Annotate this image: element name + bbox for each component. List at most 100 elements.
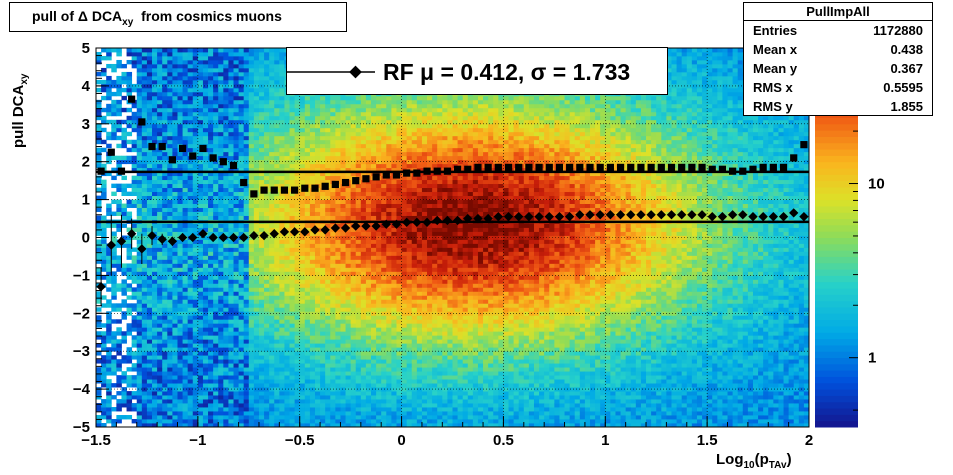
x-axis-label-sub2: TAv <box>768 460 787 471</box>
x-axis-label: Log10(pTAv) <box>716 451 792 471</box>
rms-point <box>667 163 676 171</box>
rms-point <box>240 178 248 187</box>
rms-point <box>464 165 472 173</box>
colorbar-step <box>815 155 858 163</box>
colorbar-step <box>815 408 858 415</box>
mean-point <box>401 217 412 228</box>
mean-point <box>493 211 504 222</box>
rms-point <box>515 163 523 171</box>
mean-point <box>789 208 799 218</box>
mean-point <box>697 210 707 220</box>
colorbar-step <box>815 130 858 137</box>
stats-row: Mean x 0.438 <box>744 40 932 59</box>
rms-point <box>138 118 146 126</box>
rms-point <box>627 163 635 171</box>
rms-point <box>484 163 492 171</box>
stats-row: RMS y 1.855 <box>744 97 932 116</box>
colorbar-step <box>815 117 858 125</box>
colorbar-step <box>815 275 858 283</box>
x-axis-label-mid: (p <box>754 451 769 468</box>
mean-point <box>269 229 279 239</box>
rms-point <box>453 165 462 173</box>
x-tick-label: 1.5 <box>697 432 718 449</box>
rms-point <box>474 163 482 171</box>
mean-point <box>778 211 789 222</box>
stats-value: 1.855 <box>890 99 923 114</box>
rms-point <box>260 186 268 194</box>
colorbar-step <box>815 306 858 314</box>
mean-point <box>126 229 137 239</box>
mean-point <box>391 219 402 229</box>
rms-point <box>250 190 258 198</box>
y-tick-label: 3 <box>82 116 90 133</box>
colorbar-step <box>815 250 858 257</box>
rms-point <box>362 175 370 183</box>
mean-point <box>738 210 748 220</box>
mean-point <box>646 210 656 220</box>
rms-point <box>372 173 380 181</box>
x-tick-label: 1 <box>601 432 609 449</box>
mean-point <box>259 230 269 241</box>
stats-title: PullImpAll <box>744 3 932 21</box>
colorbar-step <box>815 149 858 156</box>
rms-point <box>637 163 645 171</box>
rms-point <box>168 156 176 164</box>
colorbar-step <box>815 218 858 226</box>
y-tick-label: −1 <box>73 267 90 284</box>
x-tick-label: 0.5 <box>493 432 514 449</box>
rms-point <box>616 163 625 171</box>
mean-point <box>188 232 198 243</box>
y-tick-label: −5 <box>73 419 90 436</box>
rms-point <box>586 163 594 171</box>
rms-point <box>280 186 289 194</box>
y-tick-label: −3 <box>73 343 90 360</box>
rms-point <box>739 167 747 175</box>
rms-point <box>790 154 798 162</box>
colorbar-step <box>815 288 858 295</box>
x-tick-label: 2 <box>805 432 813 449</box>
rms-point <box>769 163 777 171</box>
stats-row: Entries 1172880 <box>744 21 932 40</box>
mean-point <box>707 211 717 222</box>
mean-point <box>585 210 595 220</box>
y-tick-label: 5 <box>82 40 90 57</box>
mean-point <box>177 232 188 243</box>
x-axis-label-end: ) <box>786 451 792 468</box>
stats-row: Mean y 0.367 <box>744 59 932 78</box>
y-tick-label: 2 <box>82 154 90 171</box>
colorbar-step <box>815 401 858 409</box>
colorbar-step <box>815 142 858 150</box>
stats-label: RMS x <box>753 80 793 95</box>
colorbar-step <box>815 123 858 131</box>
stats-value: 1172880 <box>873 23 923 38</box>
rms-point <box>708 165 716 173</box>
rms-point <box>413 169 421 177</box>
colorbar-step <box>815 325 858 333</box>
colorbar-step <box>815 414 858 422</box>
stats-label: Mean x <box>753 42 798 57</box>
colorbar-step <box>815 382 858 390</box>
rms-point <box>678 163 686 171</box>
rms-point <box>117 167 126 175</box>
rms-point <box>749 165 757 173</box>
rms-point <box>576 163 584 171</box>
x-tick-label: 0 <box>397 432 405 449</box>
y-tick-label: 4 <box>82 78 91 95</box>
mean-point <box>289 227 300 237</box>
legend-marker <box>287 65 375 79</box>
mean-point <box>300 227 310 237</box>
mean-point <box>626 210 636 220</box>
colorbar-step <box>815 313 858 321</box>
mean-point <box>310 225 320 235</box>
colorbar-step <box>815 205 858 213</box>
rms-point <box>352 177 360 185</box>
colorbar-step <box>815 389 858 396</box>
rms-point <box>341 178 350 187</box>
colorbar-step <box>815 376 858 384</box>
stats-value: 0.5595 <box>883 80 923 95</box>
y-axis-label-text: pull DCA <box>10 84 27 148</box>
rms-point <box>555 163 564 171</box>
rms-point <box>779 163 788 171</box>
x-axis-label-sub: 10 <box>743 460 755 471</box>
rms-point <box>178 144 187 153</box>
